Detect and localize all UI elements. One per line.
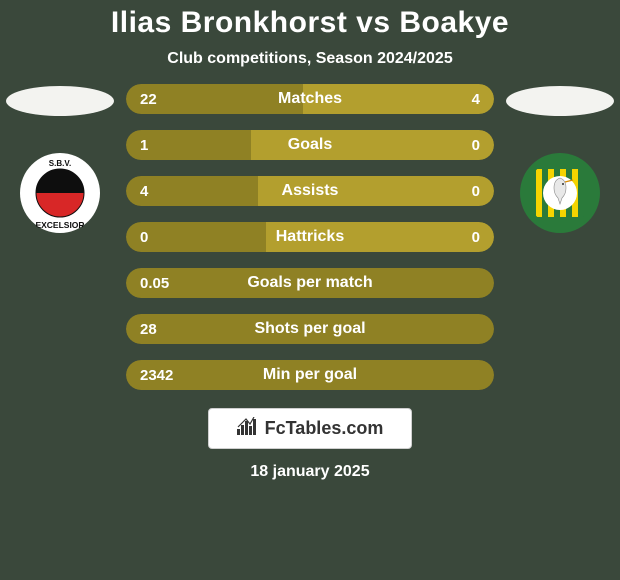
player-right-column [500, 84, 620, 390]
comparison-card: Ilias Bronkhorst vs Boakye Club competit… [0, 0, 620, 580]
player-silhouette-right [506, 86, 614, 116]
stat-bar-left: 0 [126, 222, 266, 252]
stat-value-left: 22 [140, 91, 157, 108]
stat-value-left: 0 [140, 229, 148, 246]
player-left-column: S.B.V. EXCELSIOR [0, 84, 120, 390]
svg-text:EXCELSIOR: EXCELSIOR [35, 220, 84, 230]
stat-bar-left: 0.05 [126, 268, 494, 298]
stat-bar-right: 0 [251, 130, 494, 160]
stat-value-left: 2342 [140, 367, 173, 384]
stat-bar-left: 4 [126, 176, 258, 206]
stats-bars: 224Matches10Goals40Assists00Hattricks0.0… [120, 84, 500, 390]
fctables-logo[interactable]: FcTables.com [208, 408, 413, 449]
footer: FcTables.com 18 january 2025 [208, 408, 413, 481]
stat-value-right: 0 [472, 137, 480, 154]
logo-icon [237, 417, 259, 440]
stat-row: 2342Min per goal [126, 360, 494, 390]
stat-row: 40Assists [126, 176, 494, 206]
subtitle: Club competitions, Season 2024/2025 [167, 50, 452, 68]
logo-text: FcTables.com [265, 418, 384, 439]
club-crest-right [519, 152, 601, 234]
stat-row: 10Goals [126, 130, 494, 160]
stat-value-left: 0.05 [140, 275, 169, 292]
stat-row: 0.05Goals per match [126, 268, 494, 298]
stat-bar-right: 0 [258, 176, 494, 206]
stat-value-left: 4 [140, 183, 148, 200]
stat-value-right: 0 [472, 183, 480, 200]
stat-bar-left: 2342 [126, 360, 494, 390]
stat-row: 00Hattricks [126, 222, 494, 252]
svg-text:S.B.V.: S.B.V. [49, 159, 71, 168]
main-row: S.B.V.EXCELSIOR 224Matches10Goals40Assis… [0, 84, 620, 390]
club-crest-left: S.B.V. EXCELSIOR [19, 152, 101, 234]
stat-value-left: 28 [140, 321, 157, 338]
date-text: 18 january 2025 [250, 463, 369, 481]
stat-value-right: 4 [472, 91, 480, 108]
stat-value-left: 1 [140, 137, 148, 154]
stat-bar-right: 4 [303, 84, 494, 114]
page-title: Ilias Bronkhorst vs Boakye [111, 6, 509, 40]
stat-bar-left: 28 [126, 314, 494, 344]
stat-bar-right: 0 [266, 222, 494, 252]
stat-bar-left: 22 [126, 84, 303, 114]
player-silhouette-left [6, 86, 114, 116]
stat-bar-left: 1 [126, 130, 251, 160]
stat-row: 28Shots per goal [126, 314, 494, 344]
stat-row: 224Matches [126, 84, 494, 114]
stat-value-right: 0 [472, 229, 480, 246]
